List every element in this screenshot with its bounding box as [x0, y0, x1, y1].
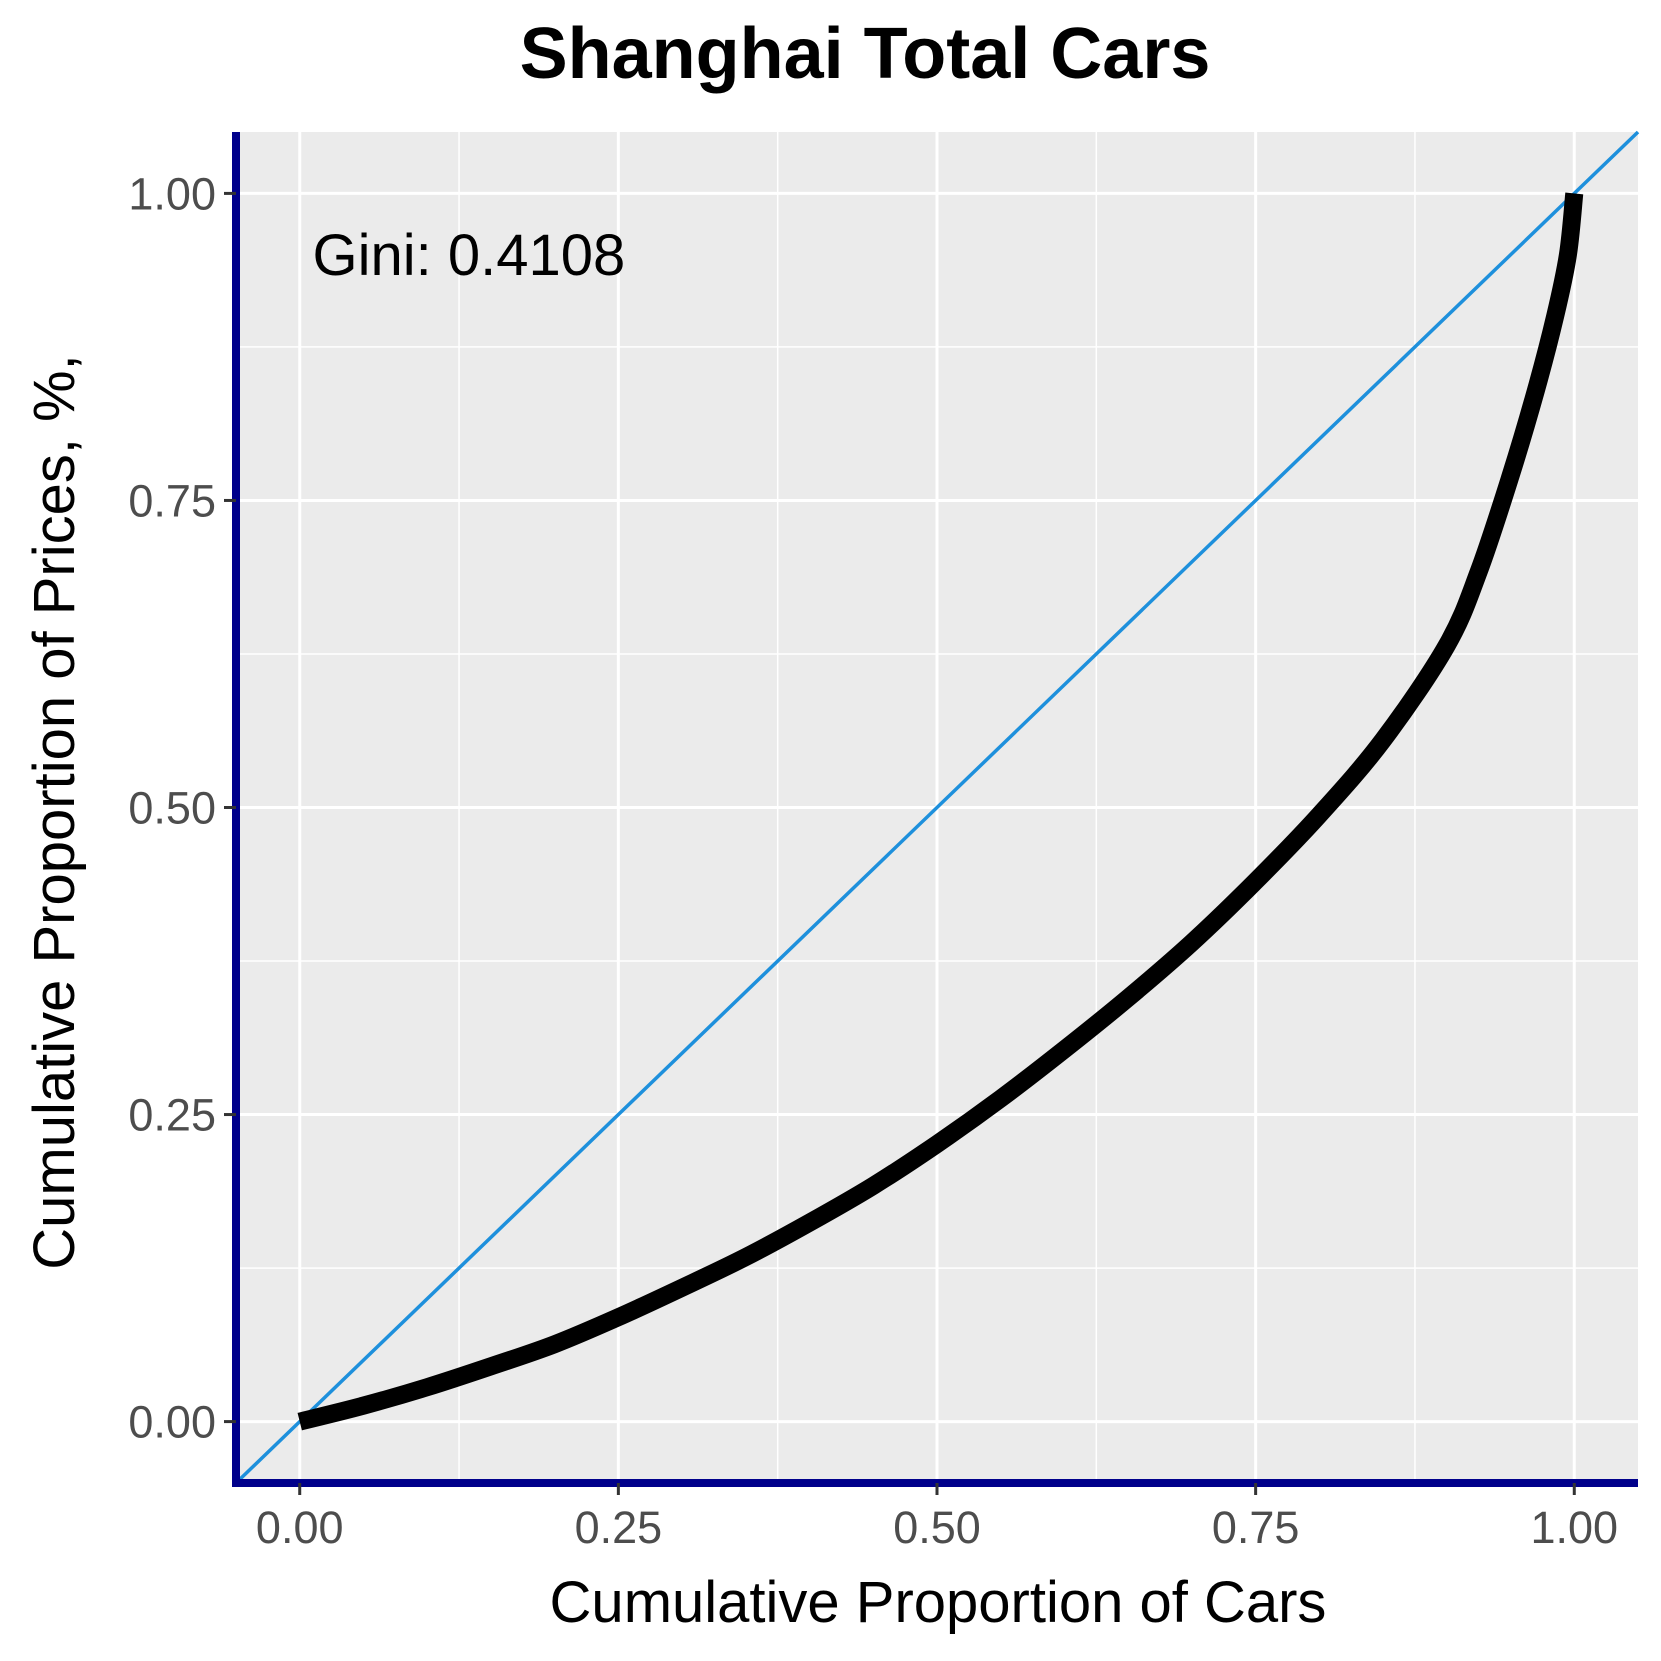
y-tick-label: 0.25	[128, 1090, 216, 1141]
lorenz-curve	[297, 192, 1584, 1431]
x-tick-label: 0.25	[575, 1502, 663, 1553]
x-axis-ticks: 0.00 0.25 0.50 0.75 1.00	[256, 1483, 1618, 1553]
y-tick-label: 0.00	[128, 1397, 216, 1448]
x-tick-label: 0.00	[256, 1502, 344, 1553]
equality-line	[234, 130, 1640, 1485]
gini-annotation: Gini: 0.4108	[312, 223, 625, 288]
y-axis-ticks: 0.00 0.25 0.50 0.75 1.00	[128, 168, 236, 1448]
y-tick-label: 1.00	[128, 168, 216, 219]
x-tick-label: 0.50	[893, 1502, 981, 1553]
x-tick-label: 0.75	[1212, 1502, 1300, 1553]
y-tick-label: 0.50	[128, 783, 216, 834]
y-tick-label: 0.75	[128, 475, 216, 526]
x-tick-label: 1.00	[1530, 1502, 1618, 1553]
y-axis-title: Cumulative Proportion of Prices, %,	[22, 354, 87, 1269]
chart-title: Shanghai Total Cars	[520, 14, 1211, 94]
x-axis-title: Cumulative Proportion of Cars	[550, 1570, 1327, 1635]
